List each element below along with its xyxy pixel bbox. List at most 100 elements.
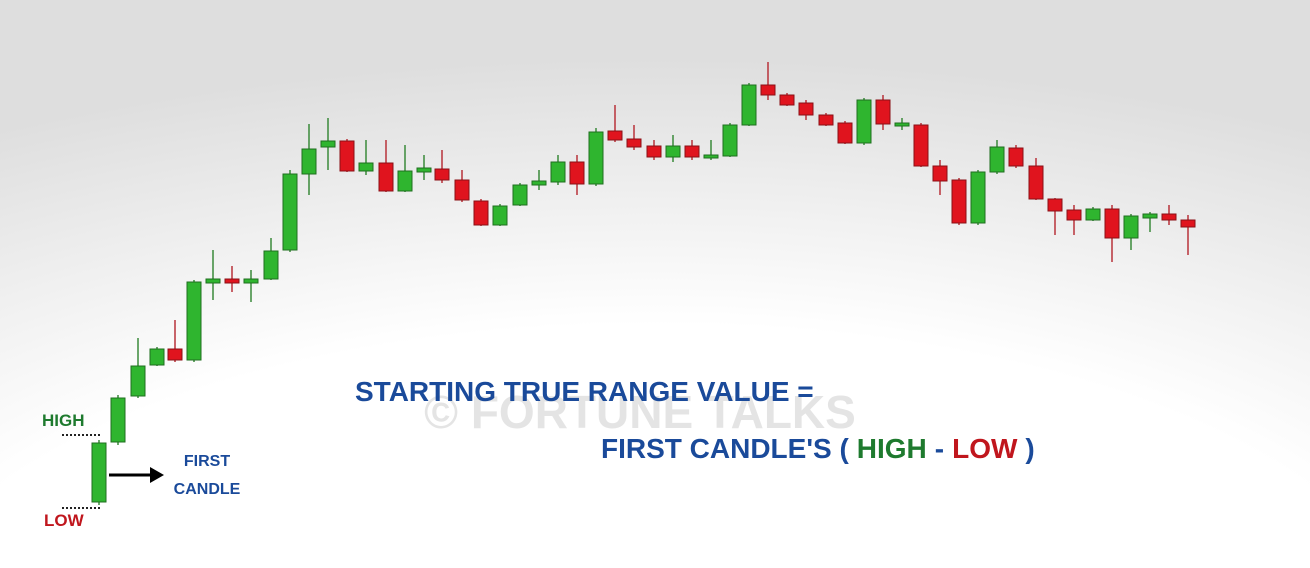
candle-body — [913, 124, 929, 167]
candle-body — [397, 170, 413, 192]
candle — [224, 266, 240, 292]
candle — [320, 118, 336, 170]
candle-body — [339, 140, 355, 172]
candle-body — [416, 167, 432, 173]
candle-body — [531, 180, 547, 186]
candle — [646, 140, 662, 160]
candles — [91, 62, 1196, 505]
candle — [1123, 214, 1139, 250]
formula-line: STARTING TRUE RANGE VALUE = — [355, 376, 814, 407]
candle — [932, 160, 948, 195]
low-label: LOW — [44, 511, 85, 530]
candle-body — [492, 205, 508, 226]
candle — [205, 250, 221, 300]
candle — [1008, 145, 1024, 168]
candle — [626, 125, 642, 150]
candle — [301, 124, 317, 195]
candle — [531, 170, 547, 190]
candle-body — [779, 94, 795, 106]
candle — [397, 145, 413, 192]
candle — [894, 118, 910, 130]
candle-body — [130, 365, 146, 397]
candle-body — [569, 161, 585, 185]
candle — [1142, 212, 1158, 232]
candle — [1028, 158, 1044, 200]
candle-body — [320, 140, 336, 148]
candle-body — [224, 278, 240, 284]
candle — [282, 170, 298, 252]
high-label: HIGH — [42, 411, 85, 430]
candle-body — [1085, 208, 1101, 221]
candle-body — [110, 397, 126, 443]
candle-body — [989, 146, 1005, 173]
candle — [492, 204, 508, 226]
candle-body — [626, 138, 642, 148]
candle-body — [856, 99, 872, 144]
formula-part: FIRST CANDLE'S ( — [601, 433, 849, 464]
candle — [798, 100, 814, 120]
candle — [741, 83, 757, 126]
candle-body — [741, 84, 757, 126]
formula-part: - — [935, 433, 944, 464]
candle — [1180, 215, 1196, 255]
candle-body — [837, 122, 853, 144]
candle-body — [646, 145, 662, 158]
candle-body — [378, 162, 394, 192]
candle-body — [358, 162, 374, 172]
candle — [339, 139, 355, 172]
candle — [1104, 205, 1120, 262]
formula-part: LOW — [952, 433, 1018, 464]
candle — [703, 140, 719, 160]
candle — [454, 170, 470, 202]
candle — [130, 338, 146, 398]
formula-part: HIGH — [857, 433, 927, 464]
candle — [856, 98, 872, 145]
candle — [684, 140, 700, 160]
candle-body — [454, 179, 470, 201]
candle-body — [149, 348, 165, 366]
candle — [1085, 207, 1101, 221]
candle-body — [722, 124, 738, 157]
candle — [779, 93, 795, 106]
candle — [110, 395, 126, 445]
candle — [665, 135, 681, 162]
candle-body — [798, 102, 814, 116]
candle-body — [703, 154, 719, 159]
candle — [550, 155, 566, 185]
candle-body — [1123, 215, 1139, 239]
candle-body — [167, 348, 183, 361]
formula-line: FIRST CANDLE'S ( HIGH - LOW) — [601, 433, 1035, 464]
candle-body — [588, 131, 604, 185]
formula-part: ) — [1025, 433, 1034, 464]
candle — [722, 123, 738, 157]
candle-body — [760, 84, 776, 96]
candle — [569, 155, 585, 195]
candle — [837, 121, 853, 144]
candle — [149, 347, 165, 366]
arrow-head — [150, 467, 164, 483]
candle-body — [951, 179, 967, 224]
candle-body — [875, 99, 891, 125]
candle-body — [894, 122, 910, 127]
candle-body — [684, 145, 700, 158]
candle-body — [1028, 165, 1044, 200]
candle-body — [473, 200, 489, 226]
candle — [512, 183, 528, 206]
candle — [818, 113, 834, 126]
candle — [989, 140, 1005, 174]
candle-body — [1180, 219, 1196, 228]
candle — [473, 199, 489, 226]
candle-body — [932, 165, 948, 182]
candle-body — [263, 250, 279, 280]
candle-body — [607, 130, 623, 141]
candle — [416, 155, 432, 180]
candle — [951, 178, 967, 225]
candle — [91, 440, 107, 505]
candle-body — [1104, 208, 1120, 239]
candle — [1161, 205, 1177, 225]
candle — [263, 238, 279, 280]
candle-body — [550, 161, 566, 183]
candle — [358, 140, 374, 175]
